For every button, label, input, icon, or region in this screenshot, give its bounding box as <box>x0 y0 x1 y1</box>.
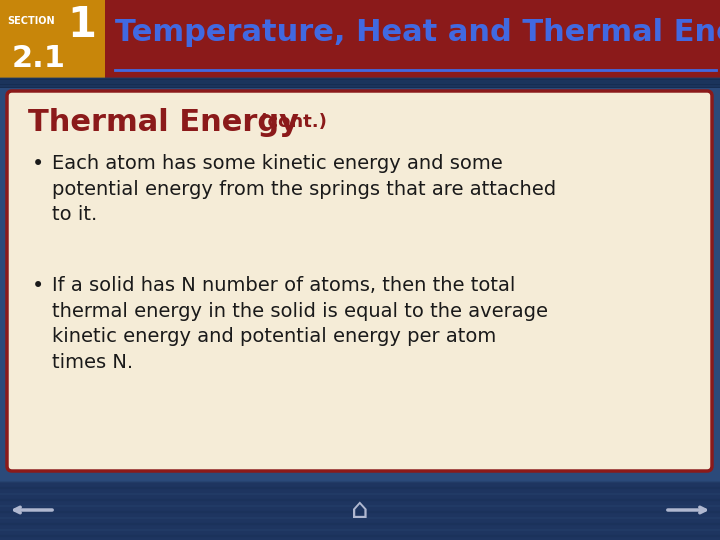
FancyBboxPatch shape <box>0 88 720 540</box>
Text: SECTION: SECTION <box>7 16 55 26</box>
Text: ⌂: ⌂ <box>351 496 369 524</box>
Text: 2.1: 2.1 <box>12 44 66 73</box>
Text: 1: 1 <box>67 4 96 46</box>
FancyBboxPatch shape <box>0 482 720 540</box>
Text: •: • <box>32 276 44 296</box>
Text: •: • <box>32 154 44 174</box>
Text: Temperature, Heat and Thermal Energy: Temperature, Heat and Thermal Energy <box>115 18 720 47</box>
Text: Each atom has some kinetic energy and some
potential energy from the springs tha: Each atom has some kinetic energy and so… <box>52 154 556 225</box>
FancyBboxPatch shape <box>0 78 720 88</box>
FancyBboxPatch shape <box>0 0 105 78</box>
Text: If a solid has N number of atoms, then the total
thermal energy in the solid is : If a solid has N number of atoms, then t… <box>52 276 548 372</box>
FancyBboxPatch shape <box>7 91 712 471</box>
Text: (cont.): (cont.) <box>253 113 327 131</box>
FancyBboxPatch shape <box>0 0 720 78</box>
Text: Thermal Energy: Thermal Energy <box>28 108 299 137</box>
